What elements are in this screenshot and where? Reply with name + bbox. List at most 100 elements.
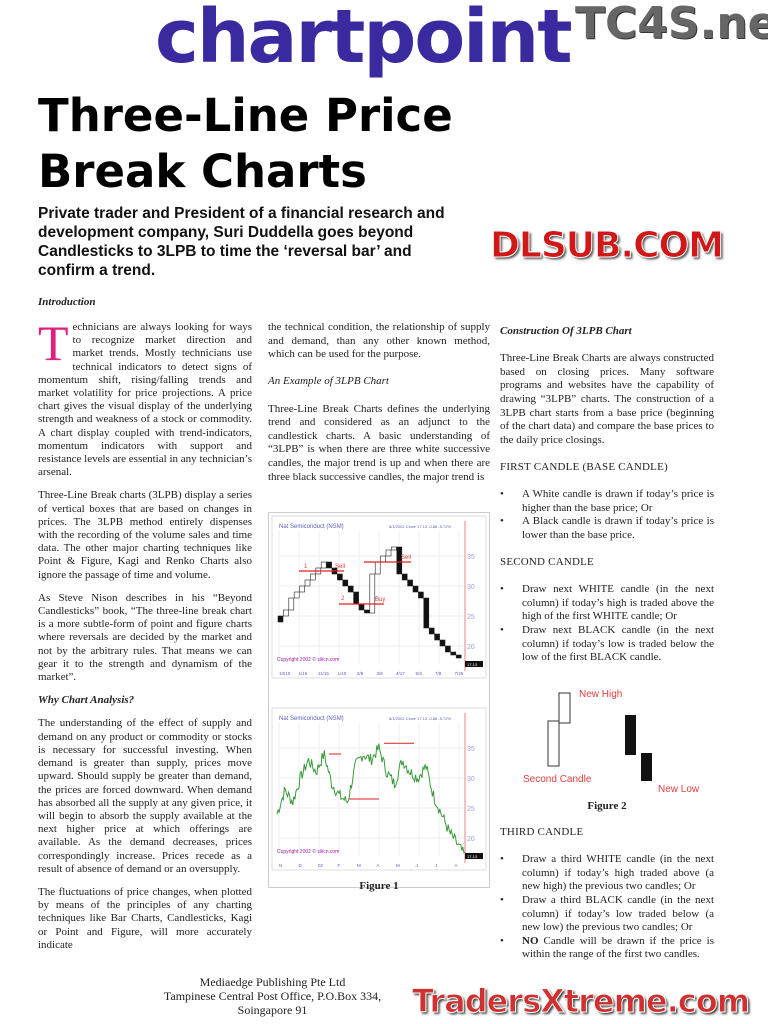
list-item: Draw next WHITE candle (in the next colu…: [500, 583, 714, 624]
list-item: Draw a third WHITE candle (in the next c…: [500, 853, 714, 894]
x-tick-label: J: [435, 863, 437, 868]
black-box: [407, 579, 413, 587]
publisher-address: Tampinese Central Post Office, P.O.Box 3…: [163, 989, 382, 1017]
paragraph: The understanding of the effect of suppl…: [38, 717, 252, 875]
list-item: A White candle is drawn if today’s price…: [500, 488, 714, 515]
footer: Mediaedge Publishing Pte Ltd Tampinese C…: [140, 975, 405, 1017]
tc4s-watermark: TC4S.net: [575, 0, 768, 49]
paragraph: Three-Line Break charts (3LPB) display a…: [38, 489, 252, 581]
chart-title: Nat Semiconduct (NSM): [279, 524, 344, 530]
last-price: 17.13: [467, 662, 478, 667]
y-tick-label: 30: [467, 584, 475, 591]
x-tick-label: A: [455, 863, 458, 868]
x-tick-label: 10/10: [279, 671, 291, 676]
black-box: [434, 633, 440, 641]
chart-title: Nat Semiconduct (NSM): [279, 716, 344, 722]
y-tick-label: 30: [467, 776, 475, 783]
second-black-candle: [641, 753, 652, 781]
buy-label: Buy: [375, 597, 385, 603]
label-1: 1: [304, 564, 308, 570]
no-emphasis: NO: [522, 934, 539, 947]
black-box: [364, 609, 370, 614]
black-box: [418, 591, 424, 599]
list-item: A Black candle is drawn if today’s price…: [500, 515, 714, 542]
white-box: [320, 561, 327, 569]
x-tick-label: M: [357, 863, 361, 868]
white-box: [288, 597, 295, 611]
black-box: [358, 603, 365, 611]
x-tick-label: 11/15: [318, 671, 329, 676]
x-tick-label: N: [279, 863, 282, 868]
sell-label: Sell: [401, 555, 411, 561]
section-heading: Why Chart Analysis?: [38, 694, 135, 707]
white-box: [283, 609, 289, 617]
y-tick-label: 35: [467, 746, 475, 753]
black-box: [423, 597, 430, 629]
list-item: Draw a third BLACK candle (in the next c…: [500, 894, 714, 935]
x-tick-label: A: [377, 863, 380, 868]
paragraph: As Steve Nison describes in his “Beyond …: [38, 591, 252, 684]
black-box: [326, 561, 332, 569]
x-tick-label: 4/17: [396, 671, 405, 676]
x-tick-label: J: [416, 863, 418, 868]
title-line-1: Three-Line Price: [38, 89, 453, 142]
paragraph: echnicians are always looking for ways t…: [38, 321, 252, 479]
column-3-continued: THIRD CANDLE Draw a third WHITE candle (…: [500, 826, 714, 962]
white-box: [385, 549, 392, 557]
first-white-candle: [547, 720, 560, 767]
white-box: [374, 561, 381, 575]
new-low-label: New Low: [658, 784, 700, 795]
list-item-text: Candle will be drawn if the price is wit…: [522, 934, 714, 961]
white-box: [369, 573, 376, 614]
copyright: Copyright 2002 © silicn.com: [277, 656, 339, 663]
second-candle-label: Second Candle: [523, 774, 592, 785]
x-tick-label: 1/16: [299, 671, 308, 676]
y-tick-label: 35: [467, 554, 475, 561]
y-tick-label: 20: [467, 644, 475, 651]
black-box: [342, 579, 349, 587]
white-box: [304, 579, 311, 587]
black-box: [439, 639, 446, 647]
last-price-box: [465, 853, 483, 859]
x-tick-label: 7/25: [455, 671, 464, 676]
figure-1-charts: 35 30 25 20 Nat Semiconduct (NSM) 8/1/2002 Cl…: [271, 515, 487, 871]
x-tick-label: 02: [318, 863, 324, 868]
sell-label: Sell: [335, 564, 345, 570]
section-heading: Construction Of 3LPB Chart: [500, 325, 632, 337]
title-line-2: Break Charts: [38, 145, 367, 198]
last-price: 17.13: [467, 854, 478, 859]
x-tick-label: F: [338, 863, 341, 868]
black-box: [412, 585, 419, 593]
figure-2-caption: Figure 2: [587, 800, 627, 812]
label-2: 2: [341, 596, 345, 602]
dlsub-watermark: DLSUB.COM: [490, 225, 725, 267]
x-tick-label: 5/3: [416, 671, 423, 676]
y-tick-label: 20: [467, 836, 475, 843]
white-box: [299, 585, 305, 593]
black-box: [455, 654, 462, 659]
second-candle-list: Draw next WHITE candle (in the next colu…: [500, 583, 714, 665]
paragraph: The fluctuations of price changes, when …: [38, 885, 252, 951]
column-3: Construction Of 3LPB Chart Three-Line Br…: [500, 325, 714, 665]
first-candle-list: A White candle is drawn if today’s price…: [500, 488, 714, 542]
x-tick-label: 2/8: [357, 671, 364, 676]
second-white-candle: [558, 692, 571, 724]
figure-2-diagram: New High Second Candle New Low: [523, 689, 700, 795]
x-tick-label: 7/8: [435, 671, 442, 676]
x-tick-label: D: [299, 863, 303, 868]
publisher-name: Mediaedge Publishing Pte Ltd: [199, 975, 346, 989]
section-heading: An Example of 3LPB Chart: [268, 375, 389, 388]
black-box: [401, 573, 408, 581]
intro-heading: Introduction: [38, 296, 96, 308]
white-box: [293, 591, 300, 599]
column-2: the technical condition, the relationshi…: [268, 321, 490, 498]
chart-quote: 8/1/2002 Close 17.13 -0.88 -5.72%: [389, 524, 451, 529]
third-candle-list: Draw a third WHITE candle (in the next c…: [500, 853, 714, 962]
white-box: [310, 573, 316, 581]
figure-1-caption: Figure 1: [359, 880, 399, 892]
section-heading: THIRD CANDLE: [500, 826, 584, 838]
drop-cap: T: [38, 315, 69, 371]
black-box: [396, 546, 403, 575]
paragraph: Three-Line Break Charts are always const…: [500, 352, 714, 446]
